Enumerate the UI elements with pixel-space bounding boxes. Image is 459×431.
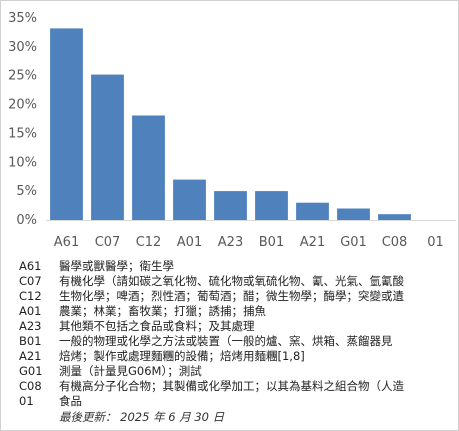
y-tick-label: 15% [8, 126, 37, 141]
bar-B01 [255, 191, 288, 220]
bar-A61 [50, 28, 83, 221]
x-tick-label: A21 [300, 235, 325, 250]
legend-code: G01 [19, 364, 43, 378]
legend-code: B01 [19, 334, 42, 348]
legend-code: A01 [19, 304, 42, 318]
legend-row: B01 一般的物理或化學之方法或裝置（一般的爐、窯、烘箱、蒸餾器見 [15, 334, 455, 349]
bar-C07 [91, 74, 124, 220]
bar-A01 [173, 179, 206, 220]
bar-C12 [132, 115, 165, 220]
legend-description: 有機高分子化合物；其製備或化學加工；以其為基料之組合物（人造 [59, 379, 404, 393]
bars [50, 28, 411, 221]
legend-row: C07 有機化學（請如碳之氧化物、硫化物或氧硫化物、氰、光氣、氫氰酸 [15, 274, 455, 289]
x-tick-label: G01 [340, 235, 367, 250]
legend-description: 農業；林業；畜牧業；打獵；誘捕；捕魚 [59, 304, 266, 318]
x-tick-label: B01 [259, 235, 284, 250]
legend-row: C12 生物化學；啤酒；烈性酒；葡萄酒；醋；微生物學；酶學；突變或遺 [15, 289, 455, 304]
legend-description: 測量（計量見G06M）；測試 [59, 364, 202, 378]
legend-row: A21 焙烤；製作或處理麵糰的設備；焙烤用麵糰[1,8] [15, 349, 455, 364]
legend-description: 有機化學（請如碳之氧化物、硫化物或氧硫化物、氰、光氣、氫氰酸 [59, 274, 404, 288]
legend-code: C12 [19, 289, 42, 303]
x-tick-label: C12 [136, 235, 162, 250]
legend-code: C07 [19, 274, 42, 288]
legend-row: 01 食品 [15, 394, 455, 409]
y-tick-label: 25% [8, 69, 37, 84]
y-tick-label: 5% [16, 184, 37, 199]
y-tick-label: 35% [8, 11, 37, 26]
y-tick-label: 30% [8, 40, 37, 55]
legend-description: 一般的物理或化學之方法或裝置（一般的爐、窯、烘箱、蒸餾器見 [59, 334, 393, 348]
x-tick-label: C08 [382, 235, 408, 250]
bar-C08 [378, 214, 411, 220]
x-tick-label: A01 [177, 235, 202, 250]
legend-description: 焙烤；製作或處理麵糰的設備；焙烤用麵糰[1,8] [59, 349, 305, 363]
legend-code: A23 [19, 319, 42, 333]
x-tick-label: A61 [54, 235, 79, 250]
legend-row: G01 測量（計量見G06M）；測試 [15, 364, 455, 379]
category-legend: A61 醫學或獸醫學；衛生學 C07 有機化學（請如碳之氧化物、硫化物或氧硫化物、氰、… [15, 259, 455, 409]
y-axis: 0% 5% 10% 15% 20% 25% 30% 35% [8, 11, 456, 228]
legend-row: A23 其他類不包括之食品或食料；及其處理 [15, 319, 455, 334]
legend-code: 01 [19, 394, 34, 408]
bar-chart: 0% 5% 10% 15% 20% 25% 30% 35% A61 C07 C12 A01 A23 B0… [8, 11, 456, 250]
x-tick-label: C07 [95, 235, 121, 250]
y-tick-label: 20% [8, 98, 37, 113]
legend-description: 其他類不包括之食品或食料；及其處理 [59, 319, 255, 333]
x-tick-label: A23 [218, 235, 243, 250]
y-tick-label: 10% [8, 155, 37, 170]
legend-description: 醫學或獸醫學；衛生學 [59, 259, 174, 273]
legend-row: C08 有機高分子化合物；其製備或化學加工；以其為基料之組合物（人造 [15, 379, 455, 394]
last-updated: 最後更新： 2025 年 6 月 30 日 [59, 410, 225, 424]
x-axis: A61 C07 C12 A01 A23 B01 A21 G01 C08 01 [54, 235, 444, 250]
legend-description: 食品 [59, 394, 82, 408]
bar-G01 [337, 208, 370, 220]
bar-A21 [296, 202, 329, 220]
legend-row: A01 農業；林業；畜牧業；打獵；誘捕；捕魚 [15, 304, 455, 319]
legend-row: A61 醫學或獸醫學；衛生學 [15, 259, 455, 274]
legend-description: 生物化學；啤酒；烈性酒；葡萄酒；醋；微生物學；酶學；突變或遺 [59, 289, 404, 303]
bar-A23 [214, 191, 247, 220]
legend-code: A21 [19, 349, 42, 363]
legend-code: C08 [19, 379, 42, 393]
legend-code: A61 [19, 259, 42, 273]
x-tick-label: 01 [427, 235, 444, 250]
y-tick-label: 0% [16, 213, 37, 228]
